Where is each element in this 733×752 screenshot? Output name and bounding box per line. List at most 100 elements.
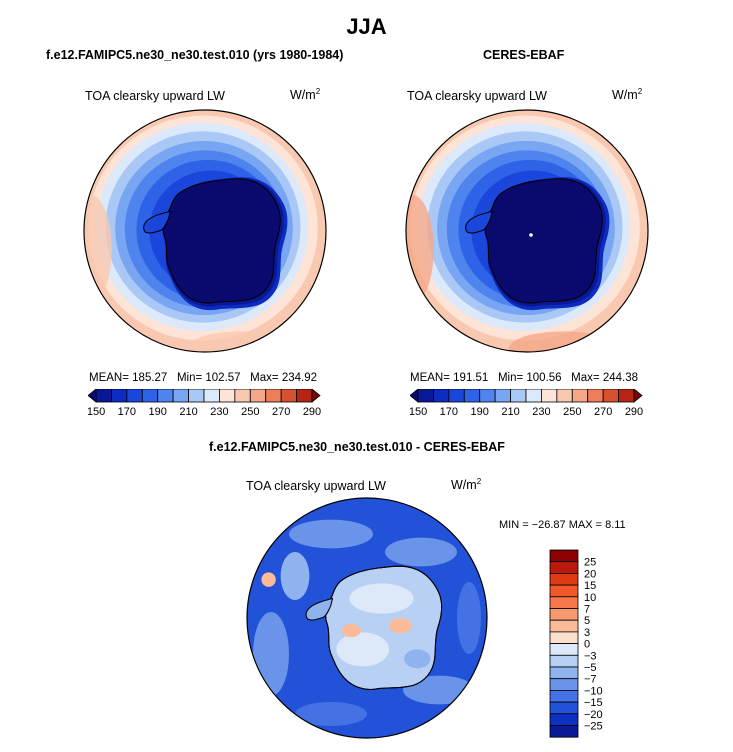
- diff-panel-title: f.e12.FAMIPC5.ne30_ne30.test.010 - CERES…: [209, 440, 505, 454]
- obs-colorbar-tick-label: 270: [594, 406, 612, 418]
- obs-antarctica-coastline: [484, 178, 603, 304]
- diff-colorbar-swatch: [549, 666, 579, 680]
- diff-negative-region: [404, 649, 431, 669]
- diff-colorbar-swatch: [549, 713, 579, 726]
- diff-antarctica-outline: [325, 565, 443, 690]
- diff-colorbar-swatch: [549, 549, 579, 563]
- obs-colorbar-swatch: [571, 389, 589, 403]
- diff-colorbar-tick-label: −3: [584, 650, 597, 662]
- diff-colorbar-tick-label: 0: [584, 639, 590, 651]
- model-colorbar-swatch: [280, 389, 297, 403]
- diff-colorbar-tick-label: −5: [584, 662, 597, 674]
- diff-anomaly-patch: [253, 612, 289, 696]
- obs-colorbar-swatch: [618, 389, 635, 403]
- model-colorbar-swatch: [188, 389, 205, 403]
- model-colorbar-tick-label: 250: [241, 406, 259, 418]
- model-variable-label: TOA clearsky upward LW: [85, 89, 225, 103]
- model-colorbar-tick-label: 290: [303, 406, 321, 418]
- model-colorbar-swatch: [203, 389, 220, 403]
- obs-map-border: [405, 109, 649, 353]
- diff-colorbar-tick-label: −20: [584, 709, 603, 721]
- diff-colorbar-tick-label: 25: [584, 557, 596, 569]
- model-colorbar-swatch: [126, 389, 143, 403]
- obs-min-value: 100.56: [526, 372, 562, 384]
- obs-colorbar-tick-label: 170: [440, 406, 458, 418]
- model-polar-map: [83, 109, 327, 353]
- obs-min-label: Min=: [497, 372, 524, 384]
- diff-colorbar-swatch: [549, 701, 579, 715]
- obs-colorbar-min-arrow: [410, 389, 419, 403]
- diff-anomaly-patch: [295, 702, 367, 726]
- obs-colorbar-max-arrow: [633, 389, 643, 403]
- model-colorbar-swatch: [157, 389, 174, 403]
- obs-colorbar-swatch: [602, 389, 619, 403]
- model-colorbar-tick-label: 150: [88, 406, 105, 418]
- obs-colorbar-swatch: [463, 389, 481, 403]
- diff-colorbar-tick-label: −7: [584, 674, 597, 686]
- obs-colorbar-tick-label: 230: [532, 406, 550, 418]
- model-colorbar-swatch: [111, 389, 128, 403]
- obs-pole-marker: [529, 233, 533, 237]
- model-colorbar-tick-label: 210: [179, 406, 197, 418]
- obs-panel-title: CERES-EBAF: [483, 48, 565, 62]
- obs-colorbar-tick-label: 290: [625, 406, 643, 418]
- obs-max-value: 244.38: [602, 372, 639, 384]
- diff-colorbar-swatch: [549, 643, 579, 656]
- model-colorbar-swatch: [219, 389, 236, 403]
- diff-colorbar-swatch: [549, 619, 579, 633]
- model-max-label: Max=: [250, 372, 279, 384]
- obs-peninsula-coastline: [465, 210, 493, 234]
- diff-polar-map: [246, 497, 488, 739]
- model-colorbar-swatch: [95, 389, 112, 403]
- diff-map-border: [246, 497, 488, 739]
- diff-colorbar-tick-label: 5: [584, 615, 590, 627]
- obs-colorbar-swatch: [417, 389, 434, 403]
- diff-colorbar-swatch: [549, 678, 579, 691]
- diff-variable-label: TOA clearsky upward LW: [246, 479, 386, 493]
- obs-colorbar-tick-label: 250: [563, 406, 581, 418]
- diff-near-zero-region: [336, 632, 390, 667]
- obs-warm-rim: [406, 194, 434, 304]
- diff-positive-region: [341, 623, 361, 638]
- diff-colorbar-tick-label: 15: [584, 580, 596, 592]
- diff-anomaly-patch: [457, 582, 481, 654]
- diff-colorbar-swatch: [549, 584, 579, 598]
- obs-colorbar-tick-label: 190: [471, 406, 489, 418]
- obs-mean-label: MEAN=: [410, 372, 450, 384]
- model-colorbar-tick-label: 270: [272, 406, 290, 418]
- diff-colorbar-tick-label: 20: [584, 568, 596, 580]
- diff-colorbar-swatch: [549, 654, 579, 668]
- model-colorbar-swatch: [296, 389, 313, 403]
- obs-colorbar-swatch: [479, 389, 496, 403]
- model-colorbar-swatch: [265, 389, 282, 403]
- model-mean-label: MEAN=: [89, 372, 129, 384]
- model-colorbar-swatch: [249, 389, 267, 403]
- diff-anomaly-patch: [261, 572, 276, 587]
- obs-colorbar: 150 170 190 210 230 250 270 290: [410, 389, 643, 418]
- diff-anomaly-patch: [289, 519, 373, 549]
- model-colorbar-swatch: [141, 389, 159, 403]
- diff-colorbar-swatch: [549, 631, 579, 645]
- diff-colorbar-swatch: [549, 725, 579, 738]
- diff-colorbar-tick-label: 7: [584, 604, 590, 616]
- model-units-label: W/m2: [290, 87, 321, 103]
- diff-colorbar-swatch: [549, 596, 579, 609]
- obs-colorbar-tick-label: 210: [501, 406, 519, 418]
- model-colorbar-swatch: [172, 389, 189, 403]
- model-stats: MEAN= 185.27 Min= 102.57 Max= 234.92: [89, 372, 317, 384]
- model-mean-value: 185.27: [132, 372, 168, 384]
- diff-colorbar-tick-label: −15: [584, 697, 603, 709]
- model-map-border: [83, 109, 327, 353]
- model-peninsula-coastline: [143, 210, 171, 234]
- diff-colorbar-tick-label: −10: [584, 685, 603, 697]
- obs-mean-value: 191.51: [453, 372, 489, 384]
- obs-units-label: W/m2: [612, 87, 643, 103]
- obs-colorbar-swatch: [433, 389, 450, 403]
- model-min-label: Min=: [176, 372, 203, 384]
- model-colorbar-swatch: [234, 389, 251, 403]
- diff-anomaly-patch: [280, 552, 310, 600]
- model-colorbar: 150 170 190 210 230 250 270 290: [88, 389, 321, 418]
- diff-colorbar-swatch: [549, 572, 579, 586]
- obs-colorbar-swatch: [494, 389, 511, 403]
